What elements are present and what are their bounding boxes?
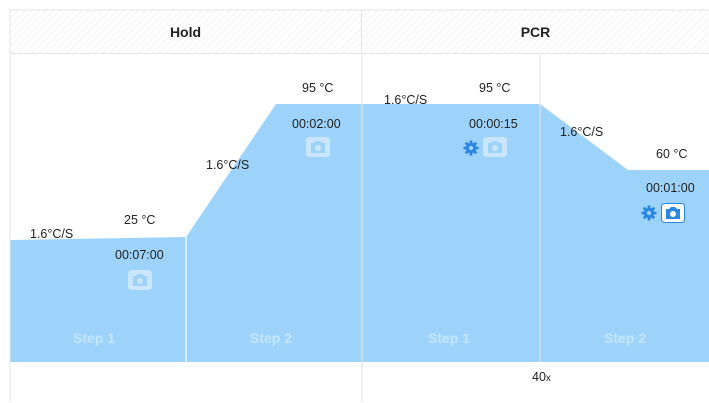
step-label-hold-step2: Step 2 xyxy=(250,330,293,346)
step-label-pcr-step2: Step 2 xyxy=(604,330,647,346)
step-label-pcr-step1: Step 1 xyxy=(428,330,471,346)
profile-area xyxy=(10,104,709,362)
cycle-count-value: 40 xyxy=(532,370,546,384)
gear-icon[interactable] xyxy=(640,204,658,227)
temperature-hold-step1[interactable]: 25 °C xyxy=(124,213,156,227)
stage-header-pcr: PCR xyxy=(362,10,709,54)
stage-title-pcr: PCR xyxy=(520,23,551,40)
stage-header-hold: Hold xyxy=(10,10,362,54)
temperature-pcr-step1[interactable]: 95 °C xyxy=(479,81,511,95)
time-pcr-step2[interactable]: 00:01:00 xyxy=(646,181,695,195)
time-hold-step2[interactable]: 00:02:00 xyxy=(292,117,341,131)
time-hold-step1[interactable]: 00:07:00 xyxy=(115,248,164,262)
camera-icon[interactable] xyxy=(306,137,330,162)
cycle-count[interactable]: 40x xyxy=(532,370,551,384)
camera-icon[interactable] xyxy=(661,203,685,228)
camera-icon[interactable] xyxy=(483,137,507,162)
temperature-hold-step2[interactable]: 95 °C xyxy=(302,81,334,95)
ramp-rate-hold-step1[interactable]: 1.6°C/S xyxy=(30,227,74,241)
ramp-rate-pcr-step1[interactable]: 1.6°C/S xyxy=(384,93,428,107)
cycle-count-suffix: x xyxy=(545,373,551,384)
ramp-rate-hold-step2[interactable]: 1.6°C/S xyxy=(206,158,250,172)
step-label-hold-step1: Step 1 xyxy=(73,330,116,346)
temperature-pcr-step2[interactable]: 60 °C xyxy=(656,147,688,161)
gear-icon[interactable] xyxy=(462,139,480,162)
time-pcr-step1[interactable]: 00:00:15 xyxy=(469,117,518,131)
stage-title-hold: Hold xyxy=(169,23,202,40)
ramp-rate-pcr-step2[interactable]: 1.6°C/S xyxy=(560,125,604,139)
camera-icon[interactable] xyxy=(128,270,152,295)
